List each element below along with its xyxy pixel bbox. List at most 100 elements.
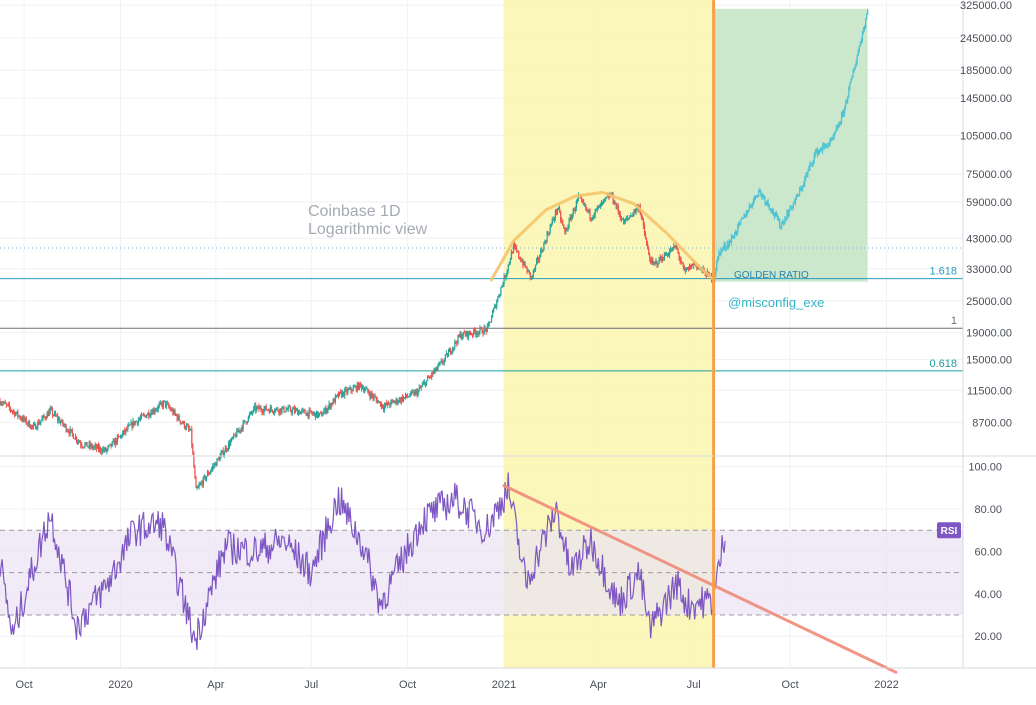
candle-body <box>554 210 557 219</box>
candle-body <box>507 264 509 271</box>
candle-body <box>308 410 310 417</box>
candle-body <box>726 243 728 248</box>
candle-body <box>241 427 243 430</box>
candle-body <box>343 391 345 396</box>
candle-body <box>80 442 82 445</box>
candle-body <box>210 470 212 473</box>
candle-body <box>442 362 444 364</box>
candle-body <box>299 411 301 415</box>
candle-body <box>188 426 190 429</box>
candle-body <box>494 305 496 309</box>
candle-body <box>697 267 699 269</box>
candle-body <box>693 262 695 266</box>
candle-body <box>327 407 329 411</box>
candle-body <box>481 328 483 334</box>
candle-body <box>515 245 517 248</box>
candle-body <box>418 387 420 391</box>
candle-body <box>543 242 545 251</box>
candle-body <box>779 218 781 227</box>
candle-body <box>790 205 792 208</box>
candle-body <box>318 413 320 417</box>
candle-body <box>225 447 228 451</box>
candle-body <box>35 423 37 430</box>
candle-body <box>832 137 834 138</box>
candle-body <box>765 202 767 204</box>
candle-body <box>857 50 859 56</box>
candle-body <box>853 69 855 73</box>
candle-body <box>84 444 86 448</box>
candle-body <box>262 412 264 414</box>
candle-body <box>47 412 49 416</box>
candle-body <box>369 394 371 398</box>
candle-body <box>650 259 652 264</box>
candle-body <box>574 208 576 212</box>
candle-body <box>91 444 93 449</box>
candle-body <box>378 401 381 403</box>
candle-body <box>387 402 389 405</box>
candle-body <box>707 271 710 273</box>
candle-body <box>208 472 210 475</box>
candle-body <box>715 270 717 277</box>
candle-body <box>492 312 494 318</box>
candle-body <box>673 245 675 248</box>
candle-body <box>278 410 280 413</box>
candle-body <box>200 482 202 484</box>
candle-body <box>259 407 261 410</box>
candle-body <box>170 408 172 411</box>
candle-body <box>826 145 828 148</box>
candle-body <box>98 445 100 450</box>
candle-body <box>138 418 141 420</box>
candle-body <box>107 446 109 450</box>
price-tick-label: 15000.00 <box>966 355 1012 367</box>
candle-body <box>641 216 644 220</box>
time-tick-label: Apr <box>590 679 607 691</box>
candle-body <box>310 410 312 413</box>
candle-body <box>716 261 718 271</box>
candle-body <box>784 218 786 224</box>
candle-body <box>366 388 368 390</box>
candle-body <box>498 296 500 298</box>
candle-body <box>508 262 510 265</box>
candle-body <box>106 449 108 452</box>
candle-body <box>375 397 377 400</box>
candle-body <box>573 209 575 212</box>
candle-body <box>121 435 123 437</box>
candle-body <box>313 412 316 414</box>
candle-body <box>424 382 427 386</box>
candle-body <box>805 175 807 179</box>
candle-body <box>60 422 62 424</box>
candle-body <box>202 477 204 486</box>
candle-body <box>755 195 757 198</box>
candle-body <box>349 387 351 390</box>
candle-body <box>45 418 47 420</box>
candle-body <box>817 151 820 155</box>
candle-body <box>340 391 342 393</box>
price-tick-label: 43000.00 <box>966 233 1012 245</box>
candle-body <box>252 412 254 414</box>
candle-body <box>388 402 390 405</box>
candle-body <box>503 275 505 285</box>
candle-body <box>272 411 275 413</box>
candle-body <box>854 66 856 70</box>
candle-body <box>591 218 593 220</box>
candle-body <box>221 450 223 453</box>
candle-body <box>745 212 747 218</box>
candle-body <box>485 328 487 332</box>
candle-body <box>0 400 1 405</box>
candle-body <box>94 445 97 447</box>
candle-body <box>266 409 268 411</box>
candle-body <box>489 321 492 323</box>
candle-body <box>43 415 45 417</box>
candle-body <box>222 450 224 456</box>
candle-body <box>323 411 325 415</box>
candle-body <box>261 410 263 413</box>
candle-body <box>671 249 673 251</box>
candle-body <box>96 445 99 449</box>
candle-body <box>655 261 657 263</box>
candle-body <box>611 193 613 195</box>
candle-body <box>6 404 9 406</box>
candle-body <box>311 412 313 415</box>
candle-body <box>422 382 425 385</box>
candle-body <box>719 251 721 255</box>
